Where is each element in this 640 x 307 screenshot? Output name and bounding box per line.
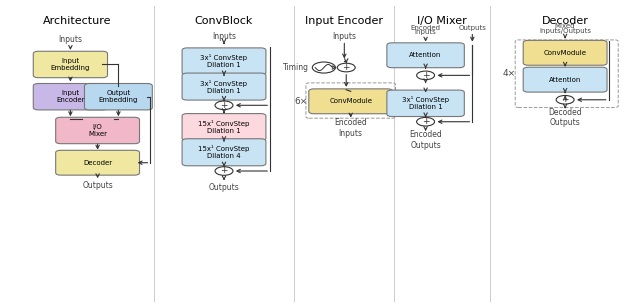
Text: Inputs: Inputs [212, 32, 236, 41]
Text: Outputs: Outputs [458, 25, 486, 31]
FancyBboxPatch shape [182, 73, 266, 100]
FancyBboxPatch shape [309, 89, 393, 114]
Text: +: + [561, 95, 569, 104]
FancyBboxPatch shape [56, 117, 140, 144]
Text: 15x¹ ConvStep
Dilation 1: 15x¹ ConvStep Dilation 1 [198, 120, 250, 134]
Text: Timing: Timing [284, 63, 309, 72]
FancyBboxPatch shape [524, 67, 607, 92]
FancyBboxPatch shape [33, 84, 108, 110]
Text: Outputs: Outputs [209, 183, 239, 192]
Text: Inputs: Inputs [332, 32, 356, 41]
FancyBboxPatch shape [182, 114, 266, 141]
Circle shape [417, 118, 435, 126]
Text: +: + [422, 117, 429, 126]
Text: Decoded
Outputs: Decoded Outputs [548, 108, 582, 127]
Text: Input
Embedding: Input Embedding [51, 58, 90, 71]
Text: Attention: Attention [410, 52, 442, 58]
Circle shape [312, 62, 335, 73]
Circle shape [215, 101, 233, 110]
Text: 3x¹ ConvStep
Dilation 1: 3x¹ ConvStep Dilation 1 [200, 80, 248, 94]
FancyBboxPatch shape [182, 48, 266, 75]
Circle shape [337, 63, 355, 72]
FancyBboxPatch shape [524, 40, 607, 65]
Text: Decoder: Decoder [541, 17, 589, 26]
Text: Inputs: Inputs [415, 29, 436, 35]
FancyBboxPatch shape [56, 150, 140, 175]
Circle shape [215, 167, 233, 175]
Text: Mixed: Mixed [555, 23, 575, 29]
Text: +: + [220, 101, 228, 110]
Text: Outputs: Outputs [82, 181, 113, 190]
Text: Encoded: Encoded [411, 25, 440, 31]
Text: 4×: 4× [502, 69, 515, 78]
Text: Encoded
Outputs: Encoded Outputs [409, 130, 442, 150]
Text: 3x¹ ConvStep
Dilation 1: 3x¹ ConvStep Dilation 1 [200, 54, 248, 68]
Text: ConvModule: ConvModule [329, 98, 372, 104]
Text: Output
Embedding: Output Embedding [99, 90, 138, 103]
Circle shape [417, 71, 435, 80]
Text: Input
Encoder: Input Encoder [56, 90, 84, 103]
Text: 15x¹ ConvStep
Dilation 4: 15x¹ ConvStep Dilation 4 [198, 145, 250, 159]
Text: Input Encoder: Input Encoder [305, 17, 383, 26]
FancyBboxPatch shape [182, 139, 266, 166]
Text: +: + [422, 71, 429, 80]
FancyBboxPatch shape [84, 84, 152, 110]
Text: Attention: Attention [549, 77, 581, 83]
Text: ConvBlock: ConvBlock [195, 17, 253, 26]
Text: Inputs: Inputs [58, 35, 83, 45]
Text: ConvModule: ConvModule [543, 50, 587, 56]
Text: +: + [342, 63, 350, 72]
FancyBboxPatch shape [387, 43, 464, 68]
Text: +: + [220, 166, 228, 176]
Text: Encoded
Inputs: Encoded Inputs [334, 119, 367, 138]
Circle shape [556, 95, 574, 104]
Text: I/O
Mixer: I/O Mixer [88, 124, 107, 137]
Text: Architecture: Architecture [42, 17, 111, 26]
Text: Decoder: Decoder [83, 160, 112, 166]
FancyBboxPatch shape [33, 51, 108, 78]
FancyBboxPatch shape [387, 90, 464, 117]
Text: I/O Mixer: I/O Mixer [417, 17, 467, 26]
Text: 6×: 6× [294, 97, 307, 106]
Text: Inputs/Outputs: Inputs/Outputs [539, 28, 591, 34]
Text: 3x¹ ConvStep
Dilation 1: 3x¹ ConvStep Dilation 1 [402, 96, 449, 110]
